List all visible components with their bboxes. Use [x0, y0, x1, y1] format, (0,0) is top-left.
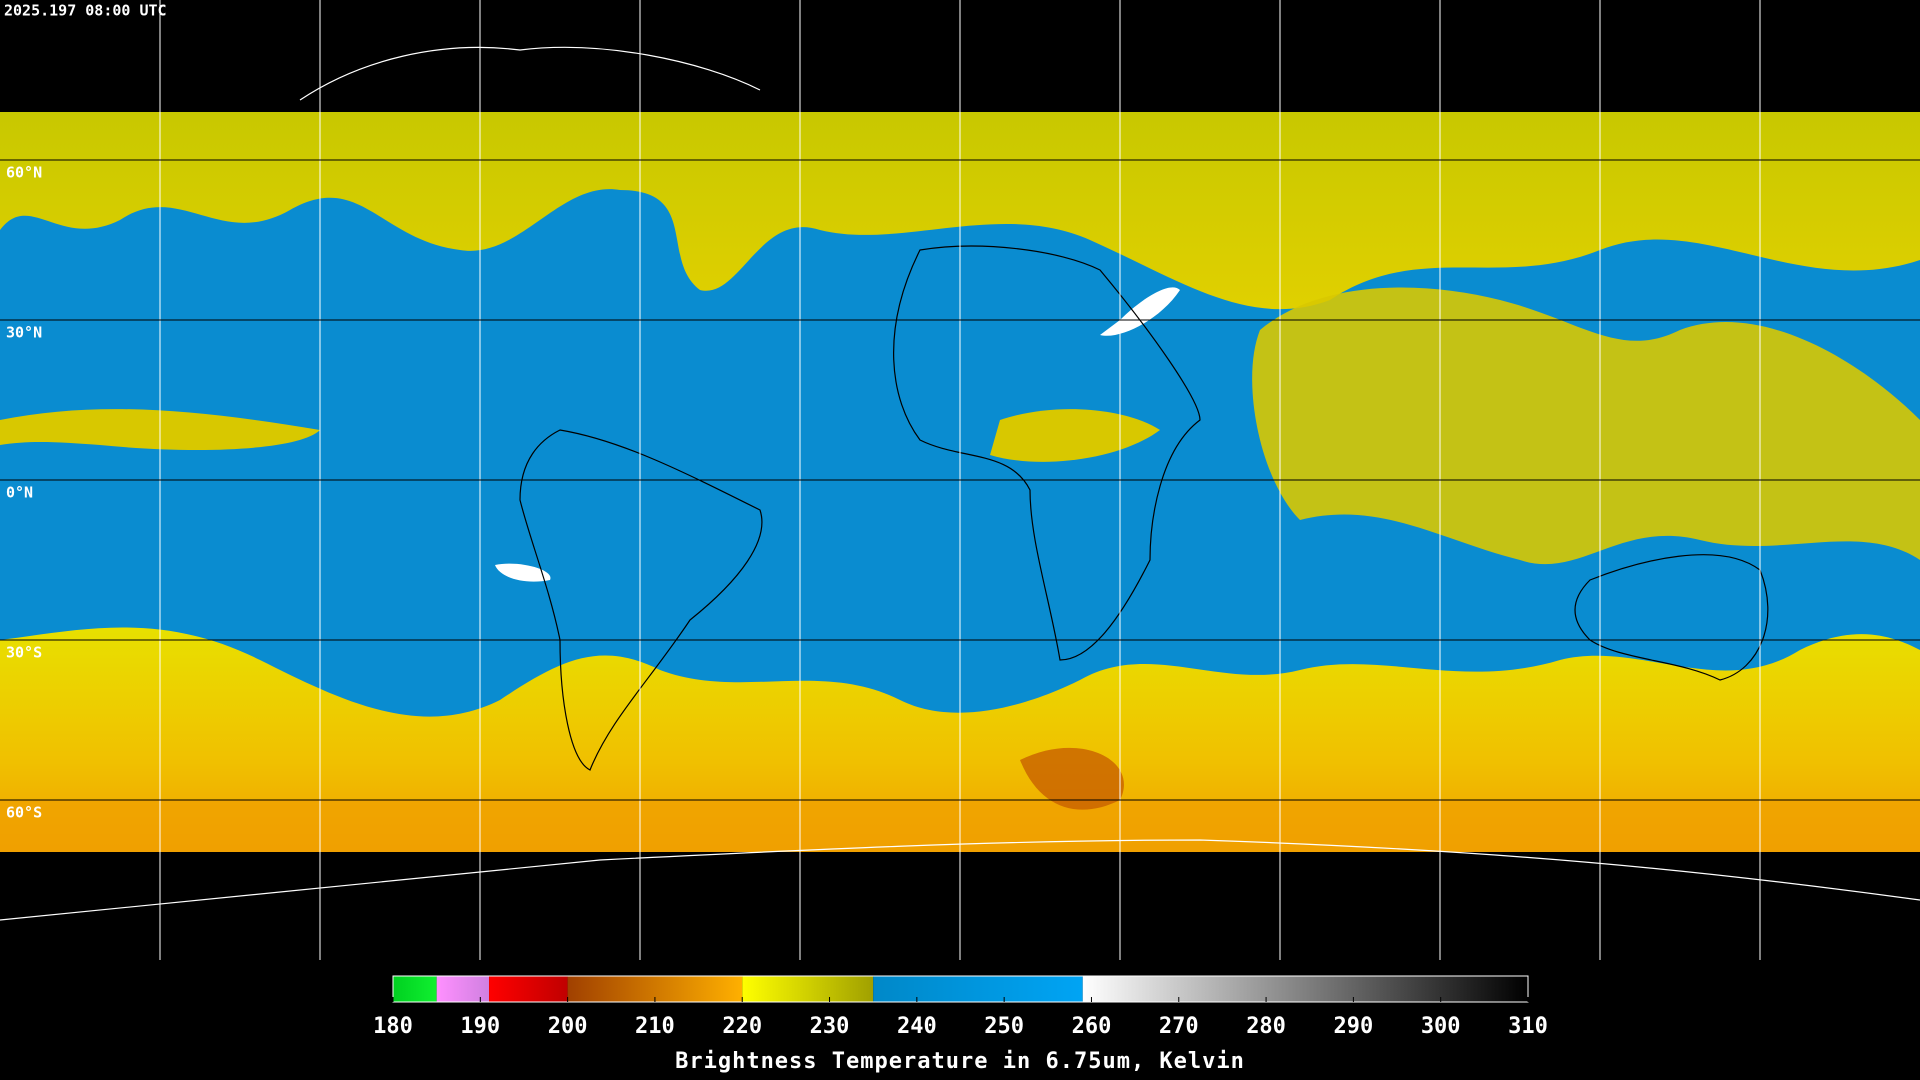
colorbar-tick-label: 270	[1159, 1014, 1199, 1039]
colorbar-segment	[436, 976, 490, 1002]
latitude-label: 60°N	[6, 164, 42, 182]
colorbar-tick-label: 310	[1508, 1014, 1548, 1039]
coastline-africa	[893, 245, 1201, 661]
colorbar-tick-label: 300	[1421, 1014, 1461, 1039]
colorbar-label: Brightness Temperature in 6.75um, Kelvin	[675, 1049, 1245, 1074]
coastlines	[519, 245, 1769, 771]
colorbar-tick-label: 240	[897, 1014, 937, 1039]
colorbar-segment	[1082, 976, 1528, 1002]
colorbar-tick-label: 280	[1246, 1014, 1286, 1039]
colorbar-tick-label: 230	[810, 1014, 850, 1039]
colorbar-tick-label: 290	[1334, 1014, 1374, 1039]
tropical-cloud-asia	[1252, 287, 1920, 565]
colorbar-tick-label: 210	[635, 1014, 675, 1039]
very-dry-patch	[495, 563, 551, 582]
colorbar-tick-label: 200	[548, 1014, 588, 1039]
itcz-cloud-africa	[990, 409, 1160, 462]
colorbar-segment	[873, 976, 1083, 1002]
latitude-label: 60°S	[6, 804, 42, 822]
polar-coastlines	[0, 46, 1920, 921]
colorbar-tick-label: 220	[722, 1014, 762, 1039]
colorbar-tick-label: 180	[373, 1014, 413, 1039]
colorbar-segment	[489, 976, 568, 1002]
colorbar: 180 190 200 210 220 230 240 250 260 270 280 290 300 3…	[373, 975, 1548, 1039]
colorbar-frame	[392, 975, 1529, 1003]
latitude-label: 0°N	[6, 484, 33, 502]
coastline-south-america	[519, 429, 763, 771]
colorbar-segment	[742, 976, 874, 1002]
colorbar-tick-label: 250	[984, 1014, 1024, 1039]
colorbar-tick-label: 190	[460, 1014, 500, 1039]
dry-core	[1020, 747, 1124, 810]
colorbar-segment	[393, 976, 437, 1002]
coastline-greenland	[299, 46, 761, 101]
colorbar-tick-label: 260	[1072, 1014, 1112, 1039]
latitude-label: 30°S	[6, 644, 42, 662]
graticule: 60°N 30°N 0°N 30°S 60°S	[0, 0, 1920, 960]
coastline-australia	[1574, 554, 1769, 681]
coastline-antarctica	[0, 839, 1920, 921]
timestamp: 2025.197 08:00 UTC	[4, 2, 167, 20]
latitude-label: 30°N	[6, 324, 42, 342]
